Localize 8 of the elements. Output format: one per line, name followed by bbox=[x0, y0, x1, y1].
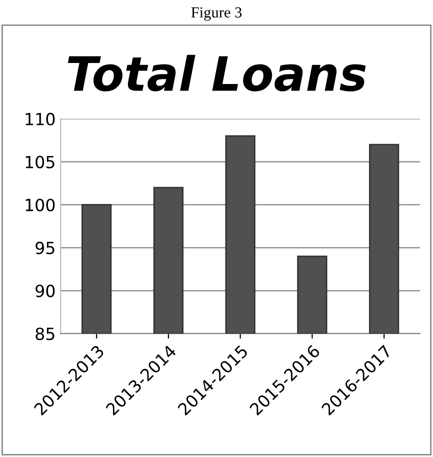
y-tick-label: 110 bbox=[26, 112, 55, 126]
y-tick-label: 85 bbox=[36, 328, 54, 340]
y-tick-label: 105 bbox=[26, 156, 54, 168]
y-tick-label: 100 bbox=[26, 198, 55, 212]
chart-title: Total Loans bbox=[68, 54, 366, 92]
y-tick-label: 90 bbox=[36, 284, 55, 298]
caption: Figure 3 bbox=[191, 7, 242, 21]
y-tick-label: 95 bbox=[36, 242, 54, 254]
